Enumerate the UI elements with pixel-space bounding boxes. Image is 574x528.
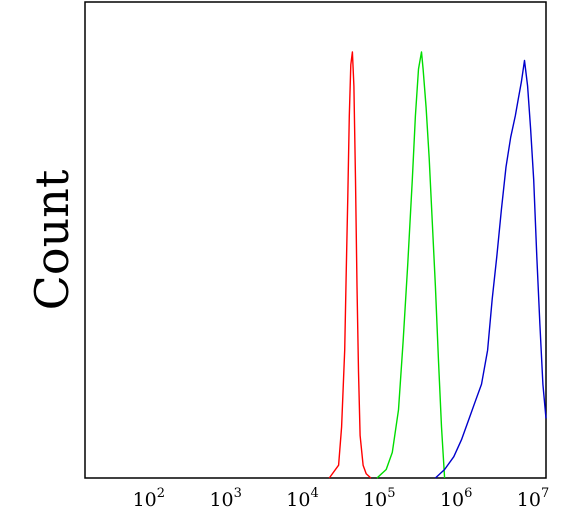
y-axis-label: Count <box>25 169 79 310</box>
plot-frame <box>84 1 547 479</box>
x-tick-label-1: 102 <box>133 486 165 511</box>
x-tick-label-3: 104 <box>286 486 318 511</box>
x-axis-ticks: 102 103 104 105 106 107 <box>133 486 550 511</box>
x-tick-label-2: 103 <box>209 486 241 511</box>
series-line-1 <box>328 51 372 479</box>
x-tick-label-6: 107 <box>517 486 549 511</box>
x-tick-label-4: 105 <box>363 486 395 511</box>
x-tick-label-5: 106 <box>440 486 472 511</box>
curves <box>328 51 547 479</box>
series-line-3 <box>434 59 547 479</box>
series-line-2 <box>376 51 446 479</box>
